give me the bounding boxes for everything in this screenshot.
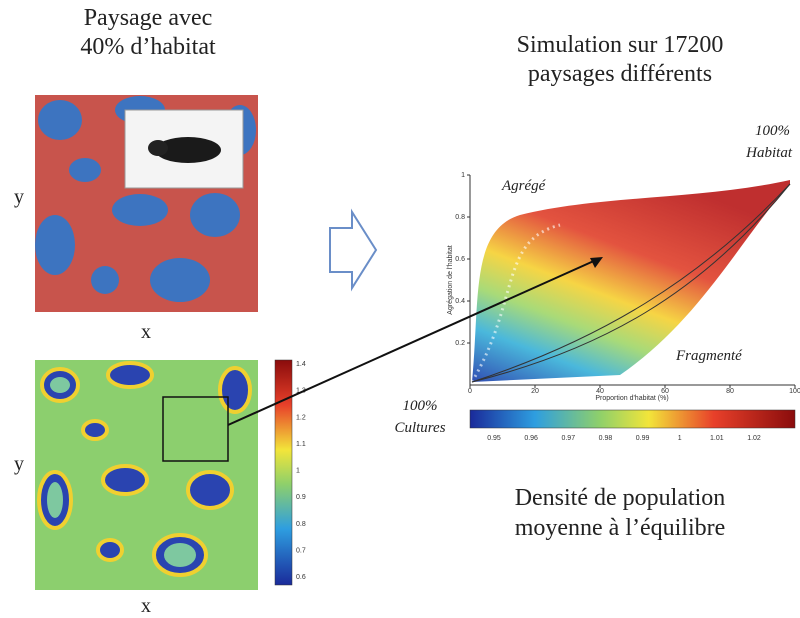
colorbar-tick-label: 0.7 <box>296 547 306 554</box>
x-axis-title: Proportion d'habitat (%) <box>595 395 668 402</box>
region-label: Agrégé <box>501 178 547 194</box>
colorbar <box>275 360 292 585</box>
landscape-title: 40% d’habitat <box>80 34 216 60</box>
colorbar-tick-label: 0.8 <box>296 521 306 528</box>
colorbar-tick-label: 0.96 <box>524 435 538 442</box>
x-tick-label: 100 <box>789 388 800 395</box>
corner-label: 100% <box>755 123 790 139</box>
x-tick-label: 40 <box>596 388 604 395</box>
y-tick-label: 0.2 <box>455 340 465 347</box>
axis-label: y <box>14 186 24 208</box>
x-tick-label: 60 <box>661 388 669 395</box>
colorbar-tick-label: 1 <box>678 435 682 442</box>
colorbar-tick-label: 0.95 <box>487 435 501 442</box>
density-map <box>35 360 258 590</box>
figure: Paysage avec 40% d’habitat y x 1.41.31.2… <box>0 0 800 618</box>
colorbar <box>470 410 795 428</box>
colorbar-tick-label: 1.1 <box>296 441 306 448</box>
axis-label: y <box>14 453 24 475</box>
y-tick-label: 1 <box>461 172 465 179</box>
colorbar-tick-label: 0.98 <box>599 435 613 442</box>
simulation-title: paysages différents <box>528 61 712 87</box>
colorbar-tick-label: 0.6 <box>296 574 306 581</box>
caption: moyenne à l’équilibre <box>515 515 726 541</box>
axis-label: x <box>141 595 151 617</box>
x-tick-label: 0 <box>468 388 472 395</box>
y-tick-label: 0.6 <box>455 256 465 263</box>
colorbar-tick-label: 1.2 <box>296 414 306 421</box>
flow-arrow <box>330 212 376 288</box>
x-tick-label: 80 <box>726 388 734 395</box>
corner-label: Cultures <box>394 420 445 436</box>
colorbar-tick-label: 1 <box>296 468 300 475</box>
colorbar-tick-label: 1.02 <box>747 435 761 442</box>
landscape-title: Paysage avec <box>84 5 213 31</box>
y-tick-label: 0.8 <box>455 214 465 221</box>
caption: Densité de population <box>515 485 726 511</box>
colorbar-tick-label: 0.99 <box>636 435 650 442</box>
scatter-plot <box>470 175 795 385</box>
axis-label: x <box>141 321 151 343</box>
colorbar-tick-label: 1.4 <box>296 361 306 368</box>
simulation-title: Simulation sur 17200 <box>517 32 724 58</box>
y-tick-label: 0.4 <box>455 298 465 305</box>
corner-label: 100% <box>403 398 438 414</box>
colorbar-tick-label: 0.9 <box>296 494 306 501</box>
colorbar-tick-label: 1.01 <box>710 435 724 442</box>
colorbar-tick-label: 0.97 <box>561 435 575 442</box>
x-tick-label: 20 <box>531 388 539 395</box>
region-label: Fragmenté <box>675 348 743 364</box>
corner-label: Habitat <box>745 145 793 161</box>
landscape-map <box>35 95 258 312</box>
y-axis-title: Agrégation de l'habitat <box>447 245 454 314</box>
